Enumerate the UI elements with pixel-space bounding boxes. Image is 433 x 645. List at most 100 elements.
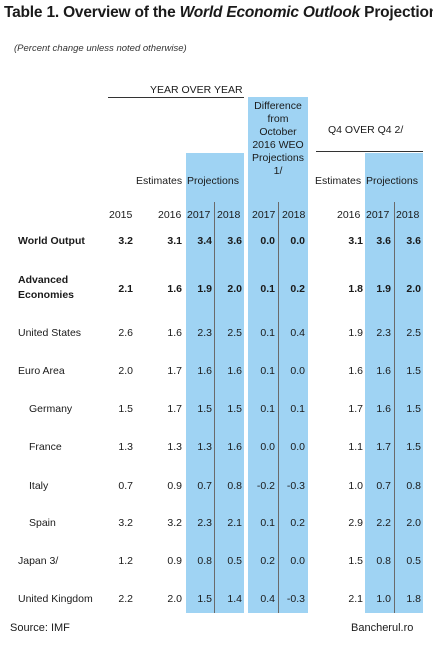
table-cell: 2.2 xyxy=(118,593,133,605)
table-cell: 0.7 xyxy=(118,480,133,492)
table-cell: 1.3 xyxy=(167,441,182,453)
table-cell: 0.5 xyxy=(406,555,421,567)
table-cell: 1.0 xyxy=(376,593,391,605)
table-cell: 2.1 xyxy=(227,517,242,529)
table-cell: 1.6 xyxy=(227,441,242,453)
table-cell: -0.3 xyxy=(286,480,305,492)
year-over-year-rule xyxy=(108,97,244,98)
table-cell: 0.0 xyxy=(290,235,305,247)
table-cell: 1.9 xyxy=(197,283,212,295)
table-cell: 0.2 xyxy=(290,283,305,295)
row-label-advanced-economies: Advanced Economies xyxy=(18,274,75,301)
table-cell: 0.0 xyxy=(260,235,275,247)
table-cell: 2.1 xyxy=(348,593,363,605)
q4-year-header-2018: 2018 xyxy=(396,209,420,221)
table-cell: 1.9 xyxy=(376,283,391,295)
table-cell: 3.1 xyxy=(167,235,182,247)
table-cell: 0.8 xyxy=(406,480,421,492)
table-cell: 0.7 xyxy=(376,480,391,492)
q4-over-q4-header: Q4 OVER Q4 2/ xyxy=(328,124,404,136)
table-cell: 1.3 xyxy=(118,441,133,453)
difference-header: Difference from October 2016 WEO Project… xyxy=(252,100,304,177)
diff-year-header-2017: 2017 xyxy=(252,209,276,221)
table-cell: -0.2 xyxy=(256,480,275,492)
table-cell: 1.6 xyxy=(167,283,182,295)
table-cell: 1.8 xyxy=(348,283,363,295)
table-cell: 0.2 xyxy=(290,517,305,529)
table-cell: 0.0 xyxy=(290,555,305,567)
table-cell: 1.5 xyxy=(406,441,421,453)
table-cell: 1.2 xyxy=(118,555,133,567)
table-cell: 2.3 xyxy=(197,327,212,339)
table-cell: 1.6 xyxy=(227,365,242,377)
table-cell: 1.3 xyxy=(197,441,212,453)
table-cell: 1.6 xyxy=(167,327,182,339)
table-cell: 0.9 xyxy=(167,480,182,492)
table-cell: 3.1 xyxy=(348,235,363,247)
year-header-2016: 2016 xyxy=(158,209,182,221)
table-cell: 2.1 xyxy=(118,283,133,295)
table-cell: 0.0 xyxy=(290,365,305,377)
table-cell: 1.5 xyxy=(197,593,212,605)
row-label-france: France xyxy=(29,441,62,453)
table-cell: 2.2 xyxy=(376,517,391,529)
table-cell: 1.7 xyxy=(167,365,182,377)
table-cell: 1.0 xyxy=(348,480,363,492)
table-cell: 0.7 xyxy=(197,480,212,492)
table-cell: 1.6 xyxy=(376,403,391,415)
table-cell: 2.6 xyxy=(118,327,133,339)
table-cell: 3.4 xyxy=(197,235,212,247)
q4-over-q4-rule xyxy=(316,151,423,152)
year-header-2018: 2018 xyxy=(217,209,241,221)
table-cell: 0.4 xyxy=(260,593,275,605)
table-cell: 3.2 xyxy=(118,517,133,529)
table-cell: 0.0 xyxy=(290,441,305,453)
table-cell: 1.5 xyxy=(118,403,133,415)
projections-shade xyxy=(186,153,244,613)
table-cell: 0.1 xyxy=(260,327,275,339)
table-subtitle: (Percent change unless noted otherwise) xyxy=(14,43,187,54)
table-cell: 2.5 xyxy=(406,327,421,339)
table-cell: 1.6 xyxy=(376,365,391,377)
row-label-italy: Italy xyxy=(29,480,49,492)
table-cell: 1.9 xyxy=(348,327,363,339)
table-cell: 1.6 xyxy=(348,365,363,377)
q4-estimates-header: Estimates xyxy=(315,175,362,187)
table-cell: 2.0 xyxy=(227,283,242,295)
table-cell: 3.2 xyxy=(118,235,133,247)
row-label-united-states: United States xyxy=(18,327,82,339)
table-cell: 0.8 xyxy=(227,480,242,492)
table-cell: 2.0 xyxy=(406,283,421,295)
table-cell: 0.1 xyxy=(260,365,275,377)
estimates-header: Estimates xyxy=(136,175,183,187)
table-cell: 2.5 xyxy=(227,327,242,339)
table-cell: 0.1 xyxy=(260,403,275,415)
table-cell: 3.6 xyxy=(406,235,421,247)
table-cell: 1.6 xyxy=(197,365,212,377)
table-cell: 1.5 xyxy=(348,555,363,567)
row-label-euro-area: Euro Area xyxy=(18,365,65,377)
table-cell: 1.5 xyxy=(197,403,212,415)
table-cell: 2.0 xyxy=(167,593,182,605)
table-cell: 1.1 xyxy=(348,441,363,453)
table-cell: 0.5 xyxy=(227,555,242,567)
table-cell: 2.0 xyxy=(118,365,133,377)
table-cell: 0.2 xyxy=(260,555,275,567)
table-cell: 1.5 xyxy=(406,365,421,377)
projections-header: Projections xyxy=(187,175,239,187)
diff-year-header-2018: 2018 xyxy=(282,209,306,221)
table-cell: 0.8 xyxy=(376,555,391,567)
table-cell: 1.5 xyxy=(227,403,242,415)
table-cell: 3.6 xyxy=(227,235,242,247)
source-note: Source: IMF xyxy=(10,622,70,634)
table-cell: 1.8 xyxy=(406,593,421,605)
year-header-2015: 2015 xyxy=(109,209,133,221)
table-cell: 1.4 xyxy=(227,593,242,605)
table-cell: 2.0 xyxy=(406,517,421,529)
q4-year-header-2016: 2016 xyxy=(337,209,361,221)
brand-label: Bancherul.ro xyxy=(351,622,414,634)
column-divider xyxy=(394,202,395,613)
row-label-japan: Japan 3/ xyxy=(18,555,59,567)
table-cell: 1.5 xyxy=(406,403,421,415)
row-label-united-kingdom: United Kingdom xyxy=(18,593,93,605)
